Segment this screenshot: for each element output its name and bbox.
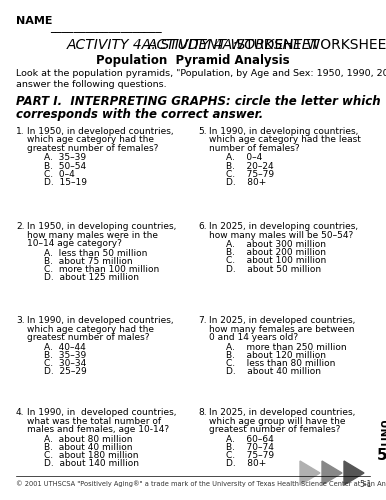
Text: 0 and 14 years old?: 0 and 14 years old? <box>209 333 298 342</box>
Text: 6.: 6. <box>198 222 207 231</box>
Text: C.    about 100 million: C. about 100 million <box>226 256 326 266</box>
Text: B.  50–54: B. 50–54 <box>44 162 86 170</box>
Text: ACTIVITY 4A:: ACTIVITY 4A: <box>148 38 238 52</box>
Text: A.  about 80 million: A. about 80 million <box>44 434 132 444</box>
Text: In 2025, in developing countries,: In 2025, in developing countries, <box>209 222 358 231</box>
Text: A.  40–44: A. 40–44 <box>44 342 86 351</box>
Text: males and females, age 10-14?: males and females, age 10-14? <box>27 425 169 434</box>
Text: D.  about 125 million: D. about 125 million <box>44 273 139 282</box>
Text: 5: 5 <box>377 448 386 463</box>
Text: B.  about 75 million: B. about 75 million <box>44 256 133 266</box>
Text: STUDENT WORKSHEET: STUDENT WORKSHEET <box>232 38 386 52</box>
Text: Population  Pyramid Analysis: Population Pyramid Analysis <box>96 54 290 67</box>
Text: In 1990, in  developed countries,: In 1990, in developed countries, <box>27 408 176 417</box>
Text: Look at the population pyramids, "Population, by Age and Sex: 1950, 1990, 2025,": Look at the population pyramids, "Popula… <box>16 69 386 89</box>
Text: C.  more than 100 million: C. more than 100 million <box>44 265 159 274</box>
Text: ACTIVITY 4A: STUDENT WORKSHEET: ACTIVITY 4A: STUDENT WORKSHEET <box>66 38 320 52</box>
Text: C.  0–4: C. 0–4 <box>44 170 75 179</box>
Text: UNIT: UNIT <box>377 420 386 448</box>
Text: 1.: 1. <box>16 127 25 136</box>
Text: A.    0–4: A. 0–4 <box>226 154 262 162</box>
Text: 10–14 age category?: 10–14 age category? <box>27 239 122 248</box>
Text: greatest number of females?: greatest number of females? <box>27 144 158 153</box>
Text: In 1950, in developed countries,: In 1950, in developed countries, <box>27 127 174 136</box>
Text: D.    80+: D. 80+ <box>226 178 266 187</box>
Text: In 2025, in developed countries,: In 2025, in developed countries, <box>209 408 356 417</box>
Text: D.    80+: D. 80+ <box>226 459 266 468</box>
Text: 5.: 5. <box>198 127 207 136</box>
Text: D.  25–29: D. 25–29 <box>44 367 87 376</box>
Text: B.    20–24: B. 20–24 <box>226 162 274 170</box>
Text: C.    75–79: C. 75–79 <box>226 451 274 460</box>
Text: PART I.  INTERPRETING GRAPHS: circle the letter which: PART I. INTERPRETING GRAPHS: circle the … <box>16 95 381 108</box>
Text: B.    about 200 million: B. about 200 million <box>226 248 326 257</box>
Text: how many females are between: how many females are between <box>209 324 354 334</box>
Text: In 2025, in developed countries,: In 2025, in developed countries, <box>209 316 356 325</box>
Text: A.    about 300 million: A. about 300 million <box>226 240 326 249</box>
Text: 3.: 3. <box>16 316 25 325</box>
Text: A.  less than 50 million: A. less than 50 million <box>44 248 147 258</box>
Text: NAME: NAME <box>16 16 52 26</box>
Text: number of females?: number of females? <box>209 144 300 153</box>
Text: © 2001 UTHSCSA "Positively Aging®" a trade mark of the University of Texas Healt: © 2001 UTHSCSA "Positively Aging®" a tra… <box>16 480 386 486</box>
Text: C.  about 180 million: C. about 180 million <box>44 451 139 460</box>
Text: 5-1: 5-1 <box>360 480 372 489</box>
Text: B.  35–39: B. 35–39 <box>44 350 86 360</box>
Text: C.  30–34: C. 30–34 <box>44 359 86 368</box>
Text: In 1990, in developed countries,: In 1990, in developed countries, <box>27 316 174 325</box>
Text: 4.: 4. <box>16 408 24 417</box>
Text: D.    about 40 million: D. about 40 million <box>226 367 321 376</box>
Text: In 1950, in developing countries,: In 1950, in developing countries, <box>27 222 176 231</box>
Text: C.    less than 80 million: C. less than 80 million <box>226 359 335 368</box>
Text: what was the total number of: what was the total number of <box>27 416 161 426</box>
Text: 7.: 7. <box>198 316 207 325</box>
Text: how many males were in the: how many males were in the <box>27 230 158 239</box>
Text: B.    about 120 million: B. about 120 million <box>226 350 326 360</box>
Text: D.  about 140 million: D. about 140 million <box>44 459 139 468</box>
Text: D.  15–19: D. 15–19 <box>44 178 87 187</box>
Text: 2.: 2. <box>16 222 24 231</box>
Polygon shape <box>300 461 320 485</box>
Text: In 1990, in developing countries,: In 1990, in developing countries, <box>209 127 358 136</box>
Text: A.  35–39: A. 35–39 <box>44 154 86 162</box>
Text: ACTIVITY 4A: STUDENT WORKSHEET: ACTIVITY 4A: STUDENT WORKSHEET <box>66 38 320 52</box>
Text: greatest number of females?: greatest number of females? <box>209 425 340 434</box>
Polygon shape <box>344 461 364 485</box>
Text: A.    more than 250 million: A. more than 250 million <box>226 342 347 351</box>
Text: ___________________: ___________________ <box>50 20 162 33</box>
Polygon shape <box>322 461 342 485</box>
Text: how many males will be 50–54?: how many males will be 50–54? <box>209 230 353 239</box>
Text: B.  about 40 million: B. about 40 million <box>44 442 132 452</box>
Text: which age category had the least: which age category had the least <box>209 136 361 144</box>
Text: 8.: 8. <box>198 408 207 417</box>
Text: A.    60–64: A. 60–64 <box>226 434 274 444</box>
Text: corresponds with the correct answer.: corresponds with the correct answer. <box>16 108 263 121</box>
Text: greatest number of males?: greatest number of males? <box>27 333 149 342</box>
Text: D.    about 50 million: D. about 50 million <box>226 264 321 274</box>
Text: which age category had the: which age category had the <box>27 136 154 144</box>
Text: B.    70–74: B. 70–74 <box>226 442 274 452</box>
Text: which age category had the: which age category had the <box>27 324 154 334</box>
Text: which age group will have the: which age group will have the <box>209 416 345 426</box>
Text: C.    75–79: C. 75–79 <box>226 170 274 179</box>
